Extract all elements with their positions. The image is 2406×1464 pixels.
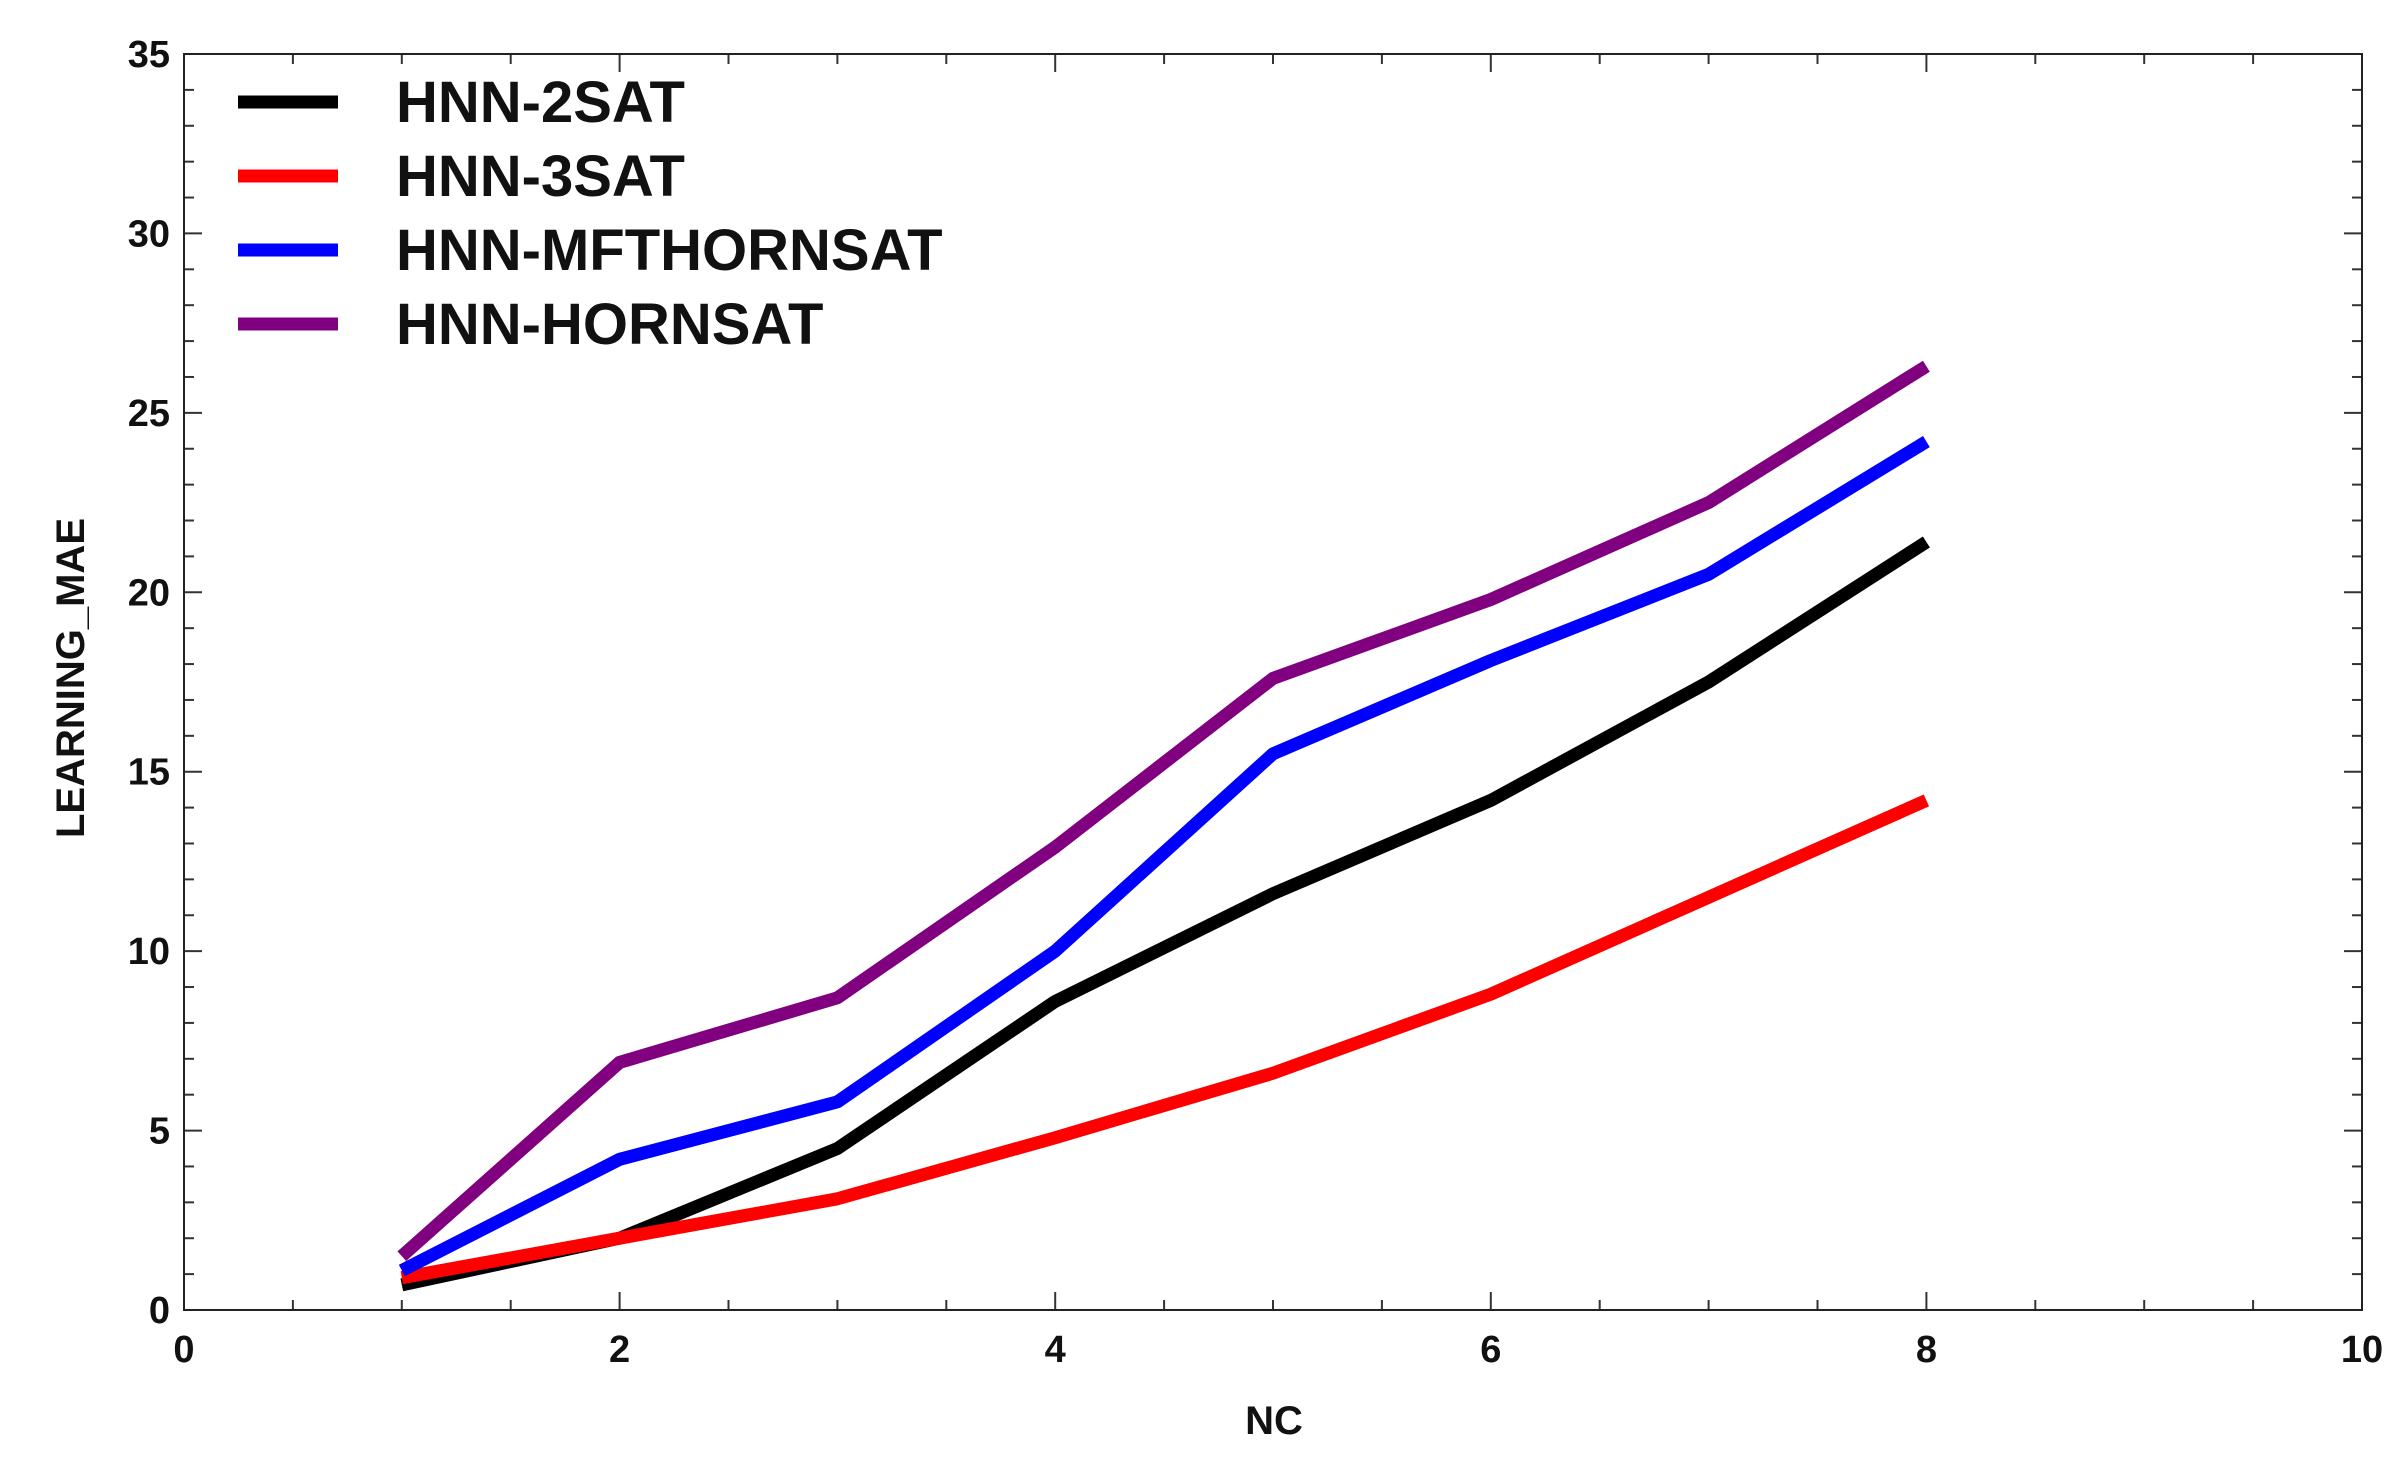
x-tick-label: 2 xyxy=(609,1329,630,1371)
x-tick-label: 0 xyxy=(173,1329,194,1371)
x-axis: 0 2 4 6 8 10 xyxy=(173,1329,2383,1371)
minor-ticks xyxy=(183,53,2363,1311)
y-axis-label: LEARNING_MAE xyxy=(49,518,93,838)
series-line-hnn-mfthornsat xyxy=(398,436,1930,1277)
series-lines xyxy=(397,360,1930,1292)
legend-label: HNN-MFTHORNSAT xyxy=(396,218,943,283)
y-tick-label: 30 xyxy=(128,213,170,255)
series-line-hnn-hornsat xyxy=(397,360,1930,1262)
legend-label: HNN-3SAT xyxy=(396,144,685,209)
y-tick-label: 20 xyxy=(128,572,170,614)
x-tick-label: 4 xyxy=(1045,1329,1066,1371)
y-tick-label: 25 xyxy=(128,393,170,435)
x-tick-label: 6 xyxy=(1480,1329,1501,1371)
series-line-hnn-2sat xyxy=(400,536,1930,1292)
x-tick-label: 10 xyxy=(2341,1329,2383,1371)
x-axis-label: NC xyxy=(1245,1399,1303,1443)
y-tick-label: 0 xyxy=(149,1290,170,1332)
y-tick-label: 35 xyxy=(128,34,170,76)
plot-frame xyxy=(183,53,2363,1311)
x-tick-label: 8 xyxy=(1916,1329,1937,1371)
y-axis: 0 5 10 15 20 25 30 35 xyxy=(128,34,170,1332)
y-tick-label: 5 xyxy=(149,1111,170,1153)
series-line-hnn-3sat xyxy=(400,794,1930,1285)
legend-label: HNN-HORNSAT xyxy=(396,292,823,357)
legend-label: HNN-2SAT xyxy=(396,70,685,135)
legend: HNN-2SAT HNN-3SAT HNN-MFTHORNSAT HNN-HORNSA… xyxy=(238,70,943,357)
y-tick-label: 10 xyxy=(128,931,170,973)
y-tick-label: 15 xyxy=(128,752,170,794)
